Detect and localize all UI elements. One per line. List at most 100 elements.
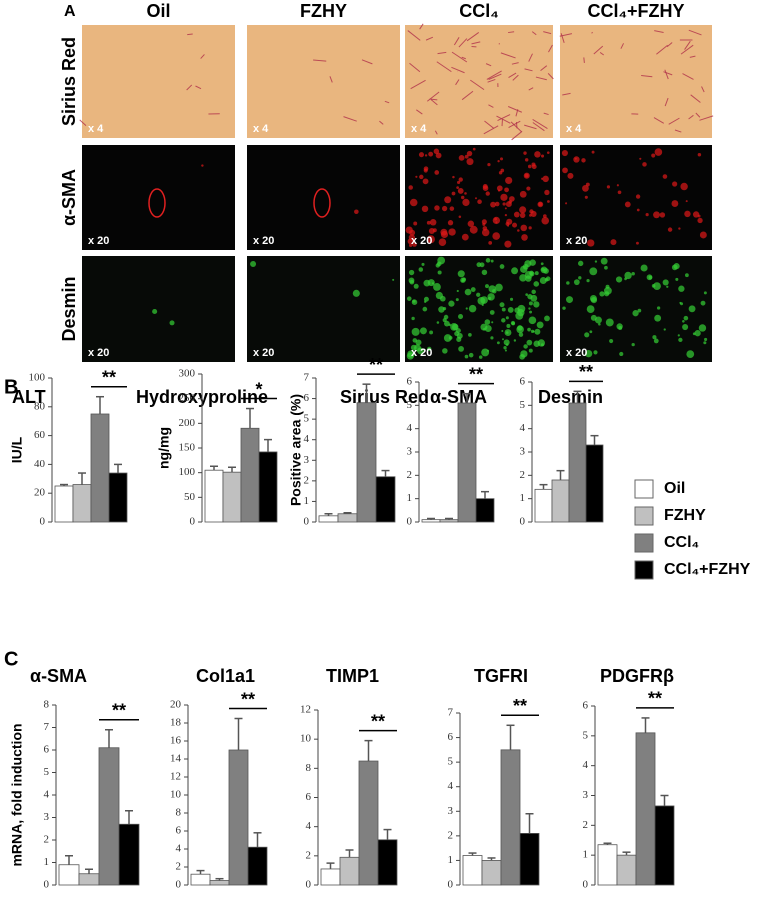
y-tick-label: 2 [448, 829, 454, 841]
stain [443, 320, 450, 327]
y-tick-label: 3 [520, 446, 526, 458]
fiber [508, 72, 517, 79]
bar [585, 444, 604, 523]
stain [589, 330, 593, 334]
bar [318, 515, 339, 523]
stain [458, 346, 464, 352]
bar [339, 856, 360, 886]
bar [519, 833, 540, 886]
scale-label: x 20 [411, 347, 432, 359]
stain [605, 318, 614, 327]
y-axis-label: IU/L [9, 436, 25, 463]
significance-label: ** [241, 689, 255, 709]
stain [418, 152, 425, 158]
y-tick-label: 14 [170, 753, 182, 765]
scale-label: x 4 [88, 123, 104, 135]
stain [562, 167, 568, 174]
fiber [689, 55, 696, 58]
panel-label: C [4, 648, 18, 670]
stain [419, 327, 427, 335]
fiber [688, 29, 702, 36]
stain [631, 342, 635, 347]
stain [406, 352, 414, 360]
stain [442, 307, 447, 311]
y-tick-label: 4 [306, 820, 312, 832]
stain [659, 212, 666, 218]
fiber [562, 92, 571, 96]
y-tick-label: 100 [179, 466, 196, 478]
stain [483, 327, 486, 331]
fiber [508, 120, 521, 128]
stain [427, 346, 432, 352]
stain [648, 275, 653, 280]
fiber [458, 38, 468, 48]
y-tick-label: 4 [520, 422, 526, 434]
fiber [471, 41, 481, 45]
chart-title: Desmin [538, 387, 603, 407]
y-tick-label: 8 [176, 807, 182, 819]
stain [606, 185, 611, 189]
stain [642, 162, 647, 167]
fiber [419, 23, 424, 30]
stain [506, 323, 511, 328]
legend-swatch [634, 533, 654, 553]
stain [474, 197, 478, 200]
column-header: CCl₄+FZHY [587, 1, 684, 21]
stain [504, 240, 512, 248]
scale-label: x 20 [411, 235, 432, 247]
scale-label: x 20 [566, 235, 587, 247]
scale-label: x 20 [253, 347, 274, 359]
y-tick-label: 1 [304, 495, 310, 507]
fiber [528, 87, 534, 91]
fiber [532, 119, 548, 129]
significance-label: ** [579, 362, 593, 382]
stain [417, 347, 424, 355]
stain [415, 339, 422, 346]
stain [482, 222, 486, 226]
significance-label: ** [112, 701, 126, 721]
stain [561, 149, 568, 157]
stain [652, 335, 657, 340]
stain [520, 224, 528, 232]
bar [222, 471, 242, 523]
stain [457, 314, 464, 320]
stain [433, 283, 441, 291]
stain [472, 147, 476, 151]
stain [565, 202, 568, 205]
chart-title: Sirius Red [340, 387, 429, 407]
fiber [599, 52, 605, 56]
stain [662, 174, 668, 179]
stain [662, 279, 669, 286]
fiber [429, 98, 438, 101]
scale-label: x 4 [411, 123, 427, 135]
stain [464, 354, 469, 359]
stain [409, 198, 418, 207]
y-tick-label: 4 [583, 759, 589, 771]
fiber [641, 75, 653, 78]
stain [507, 306, 514, 313]
fiber [668, 117, 680, 125]
fiber [200, 54, 205, 59]
stain [544, 315, 550, 322]
stain [489, 310, 495, 315]
stain [582, 184, 589, 192]
stain [447, 220, 454, 226]
micrograph [82, 145, 235, 250]
stain [484, 319, 491, 325]
fiber [543, 112, 549, 116]
stain [435, 263, 440, 268]
bar [90, 413, 110, 523]
fiber [461, 56, 466, 60]
stain [546, 151, 550, 154]
stain [476, 292, 481, 297]
stain [152, 308, 158, 315]
bar [568, 402, 587, 523]
stain [464, 154, 469, 159]
stain [684, 210, 691, 218]
stain [496, 341, 500, 345]
y-tick-label: 0 [448, 879, 454, 891]
significance-label: ** [102, 367, 116, 387]
fiber [620, 43, 625, 49]
stain [503, 339, 510, 346]
stain [697, 152, 702, 157]
